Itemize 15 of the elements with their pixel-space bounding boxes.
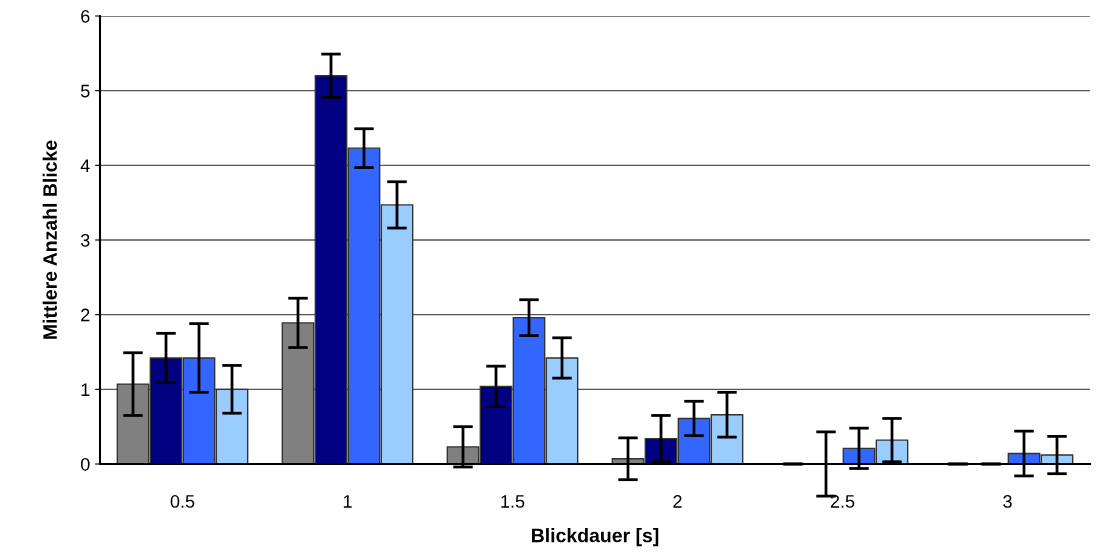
x-tick-label: 0.5	[170, 495, 195, 508]
x-axis-title: Blickdauer [s]	[532, 528, 659, 547]
y-axis-title: Mittlere Anzahl Blicke	[42, 140, 57, 339]
x-tick-label: 3	[1003, 495, 1012, 508]
x-tick-label: 1.5	[501, 495, 525, 508]
y-tick-label: 0	[80, 457, 90, 471]
x-tick-label: 2.5	[830, 495, 855, 508]
y-tick-label: 6	[81, 9, 90, 23]
y-tick-label: 4	[80, 159, 90, 172]
y-tick-label: 5	[80, 84, 90, 98]
x-tick-label: 2	[673, 495, 682, 508]
y-tick-label: 3	[80, 233, 90, 247]
y-tick-label: 1	[81, 383, 90, 396]
x-tick-label: 1	[343, 495, 352, 508]
y-tick-label: 2	[81, 308, 90, 322]
